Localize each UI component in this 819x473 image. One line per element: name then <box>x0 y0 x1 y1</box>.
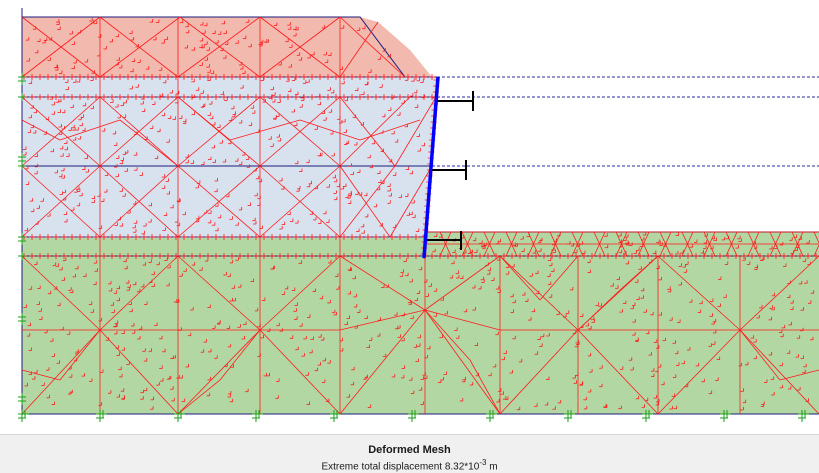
mesh-edge <box>177 379 221 415</box>
mesh-edge <box>21 369 61 381</box>
mesh-edge <box>339 309 426 331</box>
mesh-edge <box>593 231 606 257</box>
mesh-edge <box>339 165 391 238</box>
mesh-edge <box>439 231 452 257</box>
mesh-edge <box>177 255 261 331</box>
mesh-edge <box>21 165 101 238</box>
mesh-edge <box>99 96 179 167</box>
mesh-edge <box>813 244 819 257</box>
mesh-edge <box>259 16 341 78</box>
mesh-edge <box>21 16 101 78</box>
mesh-edge <box>21 255 101 331</box>
mesh-edge <box>681 231 694 257</box>
mesh-edge <box>577 329 659 415</box>
mesh-edge <box>21 329 101 415</box>
mesh-edge <box>339 165 396 238</box>
mesh-edge <box>739 255 819 331</box>
mesh-edge <box>59 119 121 141</box>
mesh-edge <box>119 119 179 167</box>
mesh-edge <box>179 16 261 78</box>
mesh-edge <box>359 119 421 141</box>
mesh-edge <box>389 165 433 238</box>
mesh-edge <box>99 255 179 331</box>
boundary-fixities <box>18 73 809 422</box>
deformed-mesh-plot <box>18 8 819 422</box>
mesh-edge <box>21 96 101 167</box>
caption-subtitle: Extreme total displacement 8.32*10-3 m <box>0 457 819 473</box>
mesh-edge <box>339 96 411 167</box>
mesh-edge <box>259 329 341 415</box>
anchor-free-lengths <box>432 76 819 167</box>
mesh-edge <box>339 96 396 167</box>
mesh-edge <box>229 119 301 141</box>
mesh-edge <box>99 16 179 78</box>
mesh-edge <box>259 165 341 238</box>
mesh-edge <box>99 16 181 78</box>
caption-unit: m <box>486 461 498 473</box>
mesh-edge <box>769 231 782 257</box>
bottom-soil-layer <box>22 232 819 414</box>
mesh-edge <box>571 231 584 257</box>
caption-title: Deformed Mesh <box>368 444 451 456</box>
mesh-edge <box>577 289 621 331</box>
top-soil-layer <box>22 17 432 77</box>
mesh-edge <box>259 255 341 331</box>
mesh-edge <box>813 231 819 244</box>
mesh-edge <box>177 165 261 238</box>
mesh-edge <box>177 96 231 141</box>
mesh-edge <box>637 231 650 257</box>
mesh-edge <box>739 329 819 415</box>
mesh-nodes <box>21 18 819 411</box>
mesh-edge <box>339 16 406 78</box>
mesh-edge <box>499 255 541 301</box>
mesh-edge <box>499 329 579 415</box>
mesh-edge <box>424 309 501 331</box>
mesh-edge <box>339 309 426 415</box>
mesh-edge <box>177 16 261 78</box>
mesh-edge <box>99 165 179 238</box>
mesh-edge <box>657 255 741 331</box>
mesh-edge <box>177 329 261 415</box>
mesh-edge <box>469 359 501 415</box>
mesh-edge <box>659 231 672 257</box>
mesh-viewport[interactable] <box>0 0 819 434</box>
mesh-edge <box>99 329 179 415</box>
mesh-edge <box>461 231 474 257</box>
diaphragm-wall <box>422 76 440 259</box>
mesh-edge <box>424 309 471 361</box>
mesh-edge <box>779 369 819 381</box>
mesh-edge <box>539 255 579 301</box>
plot-caption: Deformed Mesh Extreme total displacement… <box>0 434 819 473</box>
ground-anchors <box>427 91 474 250</box>
mesh-edge <box>657 329 741 415</box>
mesh-edge <box>483 231 496 257</box>
mesh-edge <box>219 329 261 381</box>
middle-soil-layer <box>22 77 437 238</box>
mesh-edge <box>725 231 738 257</box>
mesh-edge <box>21 119 61 141</box>
mesh-edge <box>505 231 518 257</box>
mesh-edge <box>339 21 379 78</box>
mesh-edge <box>394 96 437 167</box>
mesh-edge <box>424 309 501 415</box>
caption-exponent: -3 <box>479 458 487 467</box>
mesh-edge <box>703 231 716 257</box>
mesh-edge <box>739 329 781 381</box>
mesh-edge <box>177 96 261 167</box>
caption-text: Extreme total displacement 8.32*10 <box>321 461 480 473</box>
mesh-elements <box>21 16 819 415</box>
mesh-edge <box>259 96 341 167</box>
mesh-edge <box>299 119 361 141</box>
mesh-edge <box>615 231 628 257</box>
mesh-edge <box>59 329 101 381</box>
mesh-edge <box>527 231 540 257</box>
